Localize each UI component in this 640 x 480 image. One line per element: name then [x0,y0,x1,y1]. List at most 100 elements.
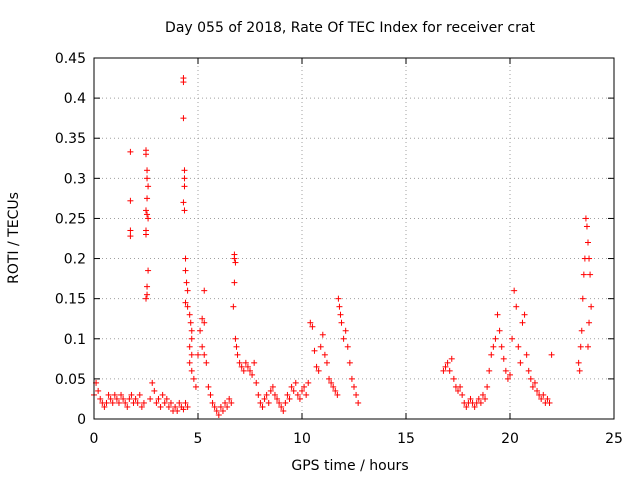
y-tick-label: 0.4 [64,91,86,107]
data-point [332,387,339,394]
data-point [149,379,156,386]
data-point [143,207,149,214]
data-point [111,391,118,398]
data-point [588,303,595,310]
x-tick-label: 0 [90,431,99,447]
data-point [529,383,536,390]
data-point [190,375,197,382]
data-point [305,379,312,386]
y-tick-label: 0.25 [55,211,86,227]
data-point [307,319,314,326]
data-point [122,399,129,406]
data-point [161,399,168,406]
data-point [188,327,195,334]
data-point [201,287,208,294]
data-point [188,367,195,374]
data-point [475,395,482,402]
data-point [240,367,247,374]
data-point [127,148,134,155]
data-point [301,383,308,390]
data-point [544,395,551,402]
data-point [217,403,224,410]
data-point [513,303,520,310]
data-point [330,383,337,390]
data-point [328,379,335,386]
data-point [159,391,166,398]
data-point [172,403,179,410]
data-point [186,311,193,318]
data-point [502,367,509,374]
data-point [145,215,152,222]
data-point [337,311,344,318]
y-tick-label: 0.45 [55,51,86,67]
data-point [236,359,243,366]
data-point [585,239,591,246]
data-point [140,399,147,406]
data-point [288,383,295,390]
data-point [145,183,152,190]
data-point [455,387,461,394]
data-point [181,167,188,174]
data-point [315,367,322,374]
data-point [211,403,218,410]
data-point [143,295,149,302]
data-point [143,231,149,238]
data-point [274,395,281,402]
data-point [184,287,191,294]
data-point [583,223,590,230]
data-point [471,403,478,410]
data-point [201,319,208,326]
y-tick-label: 0.15 [55,292,86,308]
data-point [326,375,333,382]
data-point [183,279,190,286]
x-tick-label: 10 [293,431,311,447]
data-point [167,399,174,406]
data-point [219,407,226,414]
data-point [251,359,258,366]
data-point [517,359,524,366]
data-point [188,335,195,342]
data-point [446,367,453,374]
data-point [113,395,120,402]
data-point [180,406,187,413]
data-point [103,399,110,406]
data-point [534,387,541,394]
data-point [459,391,466,398]
data-point [467,395,474,402]
data-point [494,311,501,318]
data-point [317,343,324,350]
data-point [181,183,188,190]
data-point [242,359,249,366]
data-point [163,395,170,402]
data-point [575,359,582,366]
data-point [286,395,293,402]
data-point [484,383,491,390]
data-point [136,391,143,398]
data-point [174,407,181,414]
data-point [180,79,187,86]
data-point [203,359,210,366]
data-point [336,303,343,310]
data-point [145,267,152,274]
data-point [353,391,360,398]
data-point [340,335,347,342]
tick-labels: 0 5 10 15 20 25 0 0.05 0.1 0.15 0.2 0.25 0.3 0.35 0.4 0… [55,51,623,447]
data-point [228,399,235,406]
data-point [205,383,212,390]
data-point [477,399,484,406]
data-point [525,367,532,374]
data-point [496,327,503,334]
data-point [107,395,114,402]
data-point [155,395,162,402]
data-point [457,383,464,390]
data-point [181,207,188,214]
data-point [323,359,330,366]
data-point [482,395,489,402]
data-point [215,411,222,418]
data-point [319,331,326,338]
data-point [201,351,208,358]
data-point [144,195,151,202]
data-point [442,363,449,370]
data-point [586,319,593,326]
data-point [311,347,318,354]
